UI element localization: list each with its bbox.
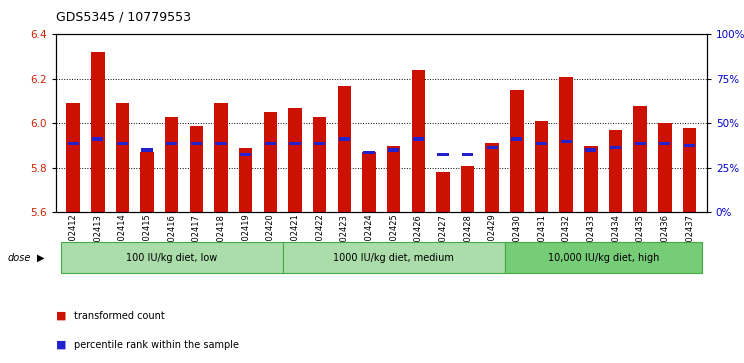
Bar: [486, 143, 499, 212]
Text: percentile rank within the sample: percentile rank within the sample: [74, 340, 240, 350]
Bar: [141, 148, 153, 152]
Bar: [61, 242, 283, 273]
Bar: [504, 242, 702, 273]
Bar: [68, 142, 79, 145]
Bar: [265, 142, 276, 145]
Bar: [609, 130, 622, 212]
Bar: [461, 166, 475, 212]
Bar: [511, 137, 522, 140]
Bar: [633, 106, 647, 212]
Bar: [487, 146, 498, 150]
Bar: [561, 140, 572, 143]
Bar: [289, 142, 301, 145]
Bar: [240, 153, 251, 156]
Bar: [216, 142, 227, 145]
Text: 1000 IU/kg diet, medium: 1000 IU/kg diet, medium: [333, 253, 454, 263]
Bar: [659, 142, 670, 145]
Bar: [338, 86, 351, 212]
Bar: [314, 142, 325, 145]
Text: 100 IU/kg diet, low: 100 IU/kg diet, low: [126, 253, 217, 263]
Bar: [411, 70, 425, 212]
Bar: [91, 52, 104, 212]
Bar: [190, 126, 203, 212]
Text: 10,000 IU/kg diet, high: 10,000 IU/kg diet, high: [548, 253, 659, 263]
Bar: [66, 103, 80, 212]
Bar: [658, 123, 672, 212]
Bar: [92, 137, 103, 140]
Bar: [388, 148, 400, 152]
Bar: [586, 148, 597, 152]
Bar: [190, 142, 202, 145]
Bar: [362, 152, 376, 212]
Bar: [313, 117, 327, 212]
Bar: [263, 112, 277, 212]
Bar: [115, 103, 129, 212]
Bar: [339, 137, 350, 140]
Bar: [288, 108, 302, 212]
Bar: [413, 137, 424, 140]
Bar: [535, 121, 548, 212]
Text: dose: dose: [7, 253, 31, 263]
Text: ■: ■: [56, 311, 66, 321]
Text: GDS5345 / 10779553: GDS5345 / 10779553: [56, 11, 190, 24]
Bar: [166, 142, 177, 145]
Bar: [510, 90, 524, 212]
Text: transformed count: transformed count: [74, 311, 165, 321]
Bar: [436, 172, 449, 212]
Bar: [683, 128, 696, 212]
Bar: [214, 103, 228, 212]
Bar: [283, 242, 504, 273]
Bar: [239, 148, 252, 212]
Bar: [437, 153, 449, 156]
Bar: [684, 144, 695, 147]
Bar: [363, 151, 374, 154]
Bar: [610, 146, 621, 150]
Bar: [559, 77, 573, 212]
Bar: [462, 153, 473, 156]
Bar: [141, 152, 154, 212]
Bar: [635, 142, 646, 145]
Bar: [387, 146, 400, 212]
Bar: [536, 142, 547, 145]
Bar: [117, 142, 128, 145]
Bar: [584, 146, 597, 212]
Text: ▶: ▶: [37, 253, 45, 263]
Text: ■: ■: [56, 340, 66, 350]
Bar: [165, 117, 179, 212]
